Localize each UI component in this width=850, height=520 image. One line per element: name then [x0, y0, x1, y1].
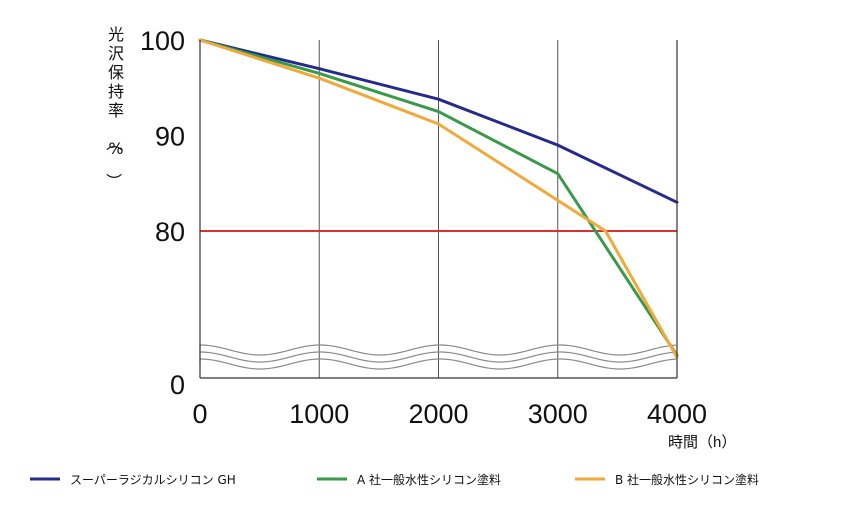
series-line-3: [198, 38, 679, 359]
grid-layer: [318, 40, 559, 378]
x-axis-title: 時間（h）: [668, 434, 736, 451]
axis-break-wave: [199, 344, 677, 356]
y-tick-label: 80: [155, 217, 185, 247]
y-tick-label: 100: [140, 26, 185, 56]
x-tick-label: 0: [192, 399, 207, 429]
legend-label-3: B 社一般水性シリコン塗料: [615, 472, 759, 487]
x-tick-label: 2000: [408, 399, 468, 429]
x-tick-label: 4000: [647, 399, 707, 429]
x-tick-labels: 0 1000 2000 3000 4000: [192, 399, 707, 429]
y-tick-labels: 100 90 80 0: [140, 26, 185, 400]
axis-break-wave: [199, 351, 677, 363]
x-tick-label: 3000: [528, 399, 588, 429]
y-tick-label: 90: [155, 122, 185, 152]
axis-layer: [199, 40, 678, 379]
legend-label-1: スーパーラジカルシリコン GH: [70, 473, 236, 487]
legend: スーパーラジカルシリコン GH A 社一般水性シリコン塗料 B 社一般水性シリコン塗…: [30, 472, 759, 487]
x-tick-label: 1000: [289, 399, 349, 429]
series-line-1: [198, 38, 679, 204]
y-axis-title: 光沢保持率（%）: [104, 25, 124, 189]
series-layer: [198, 38, 679, 359]
series-line-2: [198, 38, 679, 357]
y-tick-label: 0: [170, 370, 185, 400]
axis-break-wave: [199, 358, 677, 370]
axis-break: [199, 344, 677, 370]
legend-label-2: A 社一般水性シリコン塗料: [357, 472, 501, 487]
